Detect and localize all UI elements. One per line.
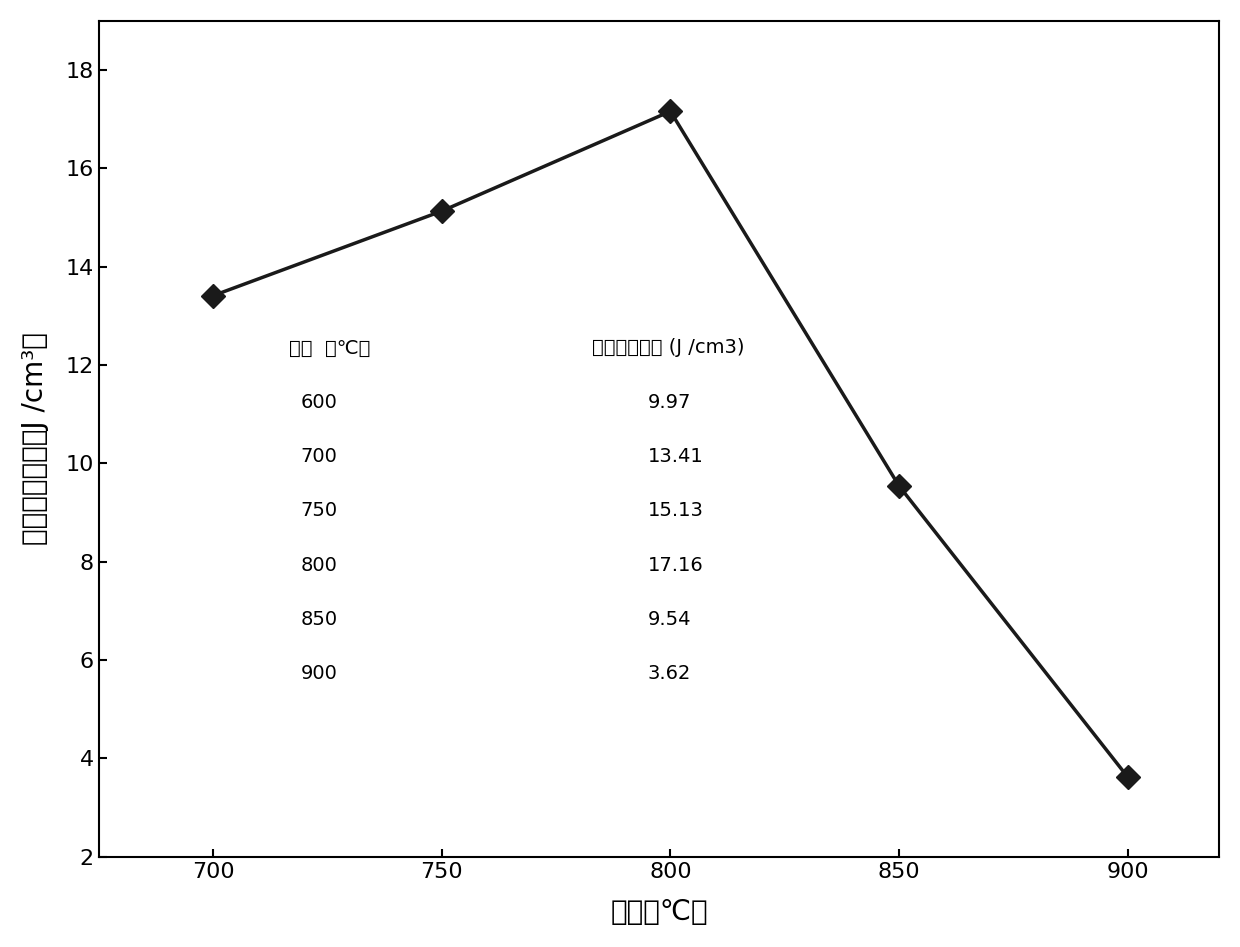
Text: 750: 750: [300, 501, 337, 521]
Y-axis label: 理论储能密度（J /cm³）: 理论储能密度（J /cm³）: [21, 332, 48, 545]
Text: 温度  （℃）: 温度 （℃）: [289, 338, 371, 357]
Text: 15.13: 15.13: [647, 501, 703, 521]
Text: 理论储能密度 (J /cm3): 理论储能密度 (J /cm3): [591, 338, 744, 357]
X-axis label: 温度（℃）: 温度（℃）: [610, 898, 708, 926]
Text: 17.16: 17.16: [647, 556, 703, 575]
Text: 800: 800: [300, 556, 337, 575]
Text: 9.97: 9.97: [647, 393, 691, 412]
Text: 13.41: 13.41: [647, 447, 703, 466]
Text: 9.54: 9.54: [647, 610, 691, 629]
Text: 3.62: 3.62: [647, 665, 691, 684]
Text: 850: 850: [300, 610, 337, 629]
Text: 600: 600: [300, 393, 337, 412]
Text: 700: 700: [300, 447, 337, 466]
Text: 900: 900: [300, 665, 337, 684]
